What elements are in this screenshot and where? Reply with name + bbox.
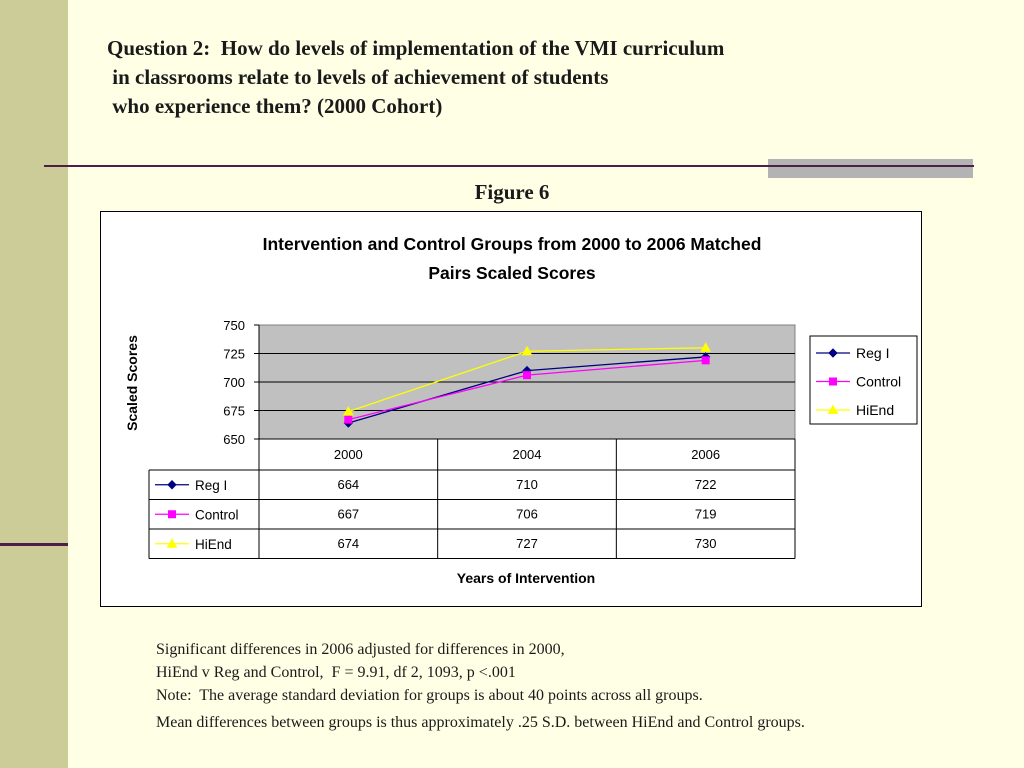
- legend-label: Reg I: [856, 345, 889, 361]
- table-series-name: Control: [195, 507, 239, 522]
- x-axis-label: Years of Intervention: [457, 570, 595, 586]
- slide-notes: Significant differences in 2006 adjusted…: [156, 638, 805, 734]
- table-value: 722: [695, 477, 717, 492]
- x-tick-label: 2004: [513, 447, 542, 462]
- x-tick-label: 2006: [691, 447, 720, 462]
- table-series-name: HiEnd: [195, 537, 232, 552]
- figure-label: Figure 6: [474, 180, 550, 204]
- slide-title-line-1: Question 2: How do levels of implementat…: [107, 36, 725, 60]
- table-value: 727: [516, 536, 538, 551]
- data-point: [523, 371, 531, 380]
- table-value: 674: [337, 536, 359, 551]
- legend-marker: [829, 377, 837, 386]
- y-tick-label: 700: [223, 375, 245, 390]
- data-point: [521, 345, 533, 356]
- y-tick-label: 725: [223, 347, 245, 362]
- table-value: 730: [695, 536, 717, 551]
- y-tick-label: 675: [223, 404, 245, 419]
- table-value: 667: [337, 506, 359, 521]
- table-value: 710: [516, 477, 538, 492]
- chart-frame: Intervention and Control Groups from 200…: [100, 211, 922, 607]
- data-point: [700, 342, 712, 352]
- y-tick-label: 750: [223, 318, 245, 333]
- x-tick-label: 2000: [334, 447, 363, 462]
- table-legend-marker: [167, 480, 177, 490]
- chart-title: Intervention and Control Groups from 200…: [101, 230, 923, 288]
- note-line-3: Note: The average standard deviation for…: [156, 687, 703, 704]
- table-value: 664: [337, 477, 359, 492]
- line-chart: 650 675 700 725 750 2000 2004 2006 Reg I 664 710 7…: [124, 318, 918, 586]
- table-value: 706: [516, 506, 538, 521]
- table-legend-marker: [168, 510, 176, 519]
- table-series-name: Reg I: [195, 478, 227, 493]
- chart-title-line-2: Pairs Scaled Scores: [428, 263, 596, 283]
- sidebar-decoration: [0, 0, 68, 768]
- data-point: [342, 406, 354, 416]
- slide-title-line-2: in classrooms relate to levels of achiev…: [107, 65, 609, 89]
- sidebar-accent-line: [0, 543, 68, 546]
- title-divider: [44, 165, 974, 167]
- data-point: [701, 356, 710, 365]
- note-line-2: HiEnd v Reg and Control, F = 9.91, df 2,…: [156, 664, 516, 681]
- note-line-1: Significant differences in 2006 adjusted…: [156, 641, 565, 658]
- divider-accent-block: [768, 159, 973, 178]
- slide-title: Question 2: How do levels of implementat…: [107, 34, 724, 121]
- table-value: 719: [695, 506, 717, 521]
- data-point: [344, 415, 353, 424]
- legend-box: [809, 335, 918, 425]
- slide-title-line-3: who experience them? (2000 Cohort): [107, 94, 443, 118]
- legend-marker: [827, 404, 839, 414]
- note-line-4: Mean differences between groups is thus …: [156, 714, 805, 731]
- legend-marker: [828, 348, 838, 358]
- table-legend-marker: [166, 538, 178, 548]
- divider-accent-line: [768, 165, 973, 167]
- legend-label: HiEnd: [856, 402, 894, 418]
- y-axis-label: Scaled Scores: [124, 335, 140, 431]
- y-tick-label: 650: [223, 432, 245, 447]
- chart-title-line-1: Intervention and Control Groups from 200…: [262, 234, 762, 254]
- legend-label: Control: [856, 374, 901, 390]
